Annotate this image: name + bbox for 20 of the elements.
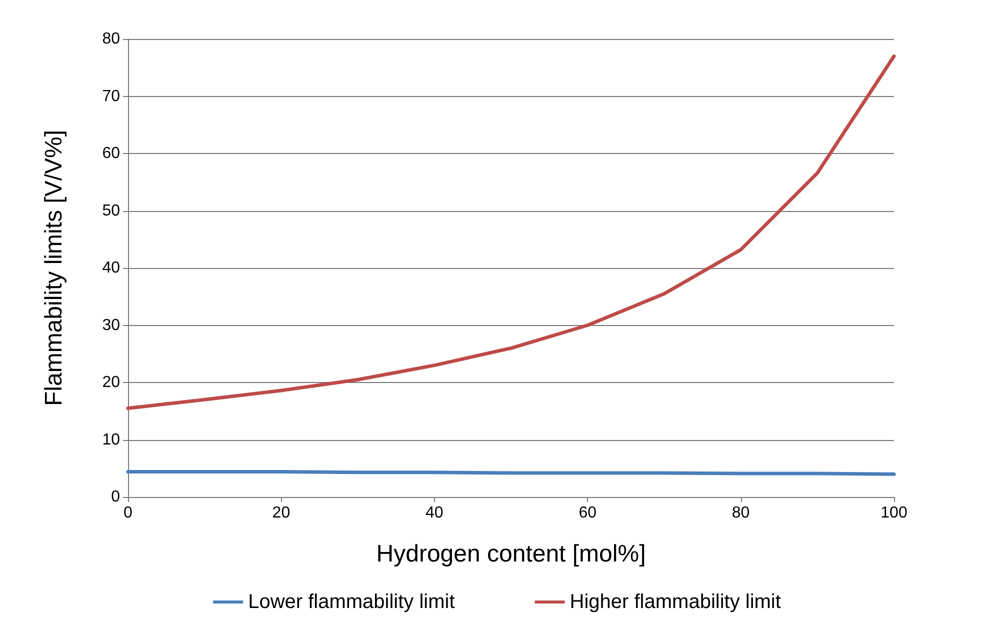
y-tick-label: 40 [102,260,120,276]
x-tick-label: 100 [880,504,908,522]
x-axis-title: Hydrogen content [mol%] [376,540,646,568]
y-tick-label: 20 [102,374,120,391]
y-tick-label: 50 [102,202,120,220]
x-tick-label: 40 [426,504,444,522]
y-tick-label: 60 [102,145,120,162]
y-tick-label: 70 [102,88,120,105]
x-tick-label: 60 [578,504,597,522]
x-tick-label: 0 [124,504,133,522]
y-tick-label: 30 [102,316,120,334]
legend-label: Lower flammability limit [248,591,456,613]
y-tick-label: 10 [102,431,120,448]
line-series [126,54,896,410]
y-tick-label: 80 [102,30,120,48]
x-tick-label: 20 [272,504,290,522]
legend-label: Higher flammability limit [570,591,782,613]
y-tick-label: 0 [111,488,120,506]
x-tick-label: 80 [732,504,750,522]
y-axis-title: Flammability limits [V/V%] [40,130,68,406]
